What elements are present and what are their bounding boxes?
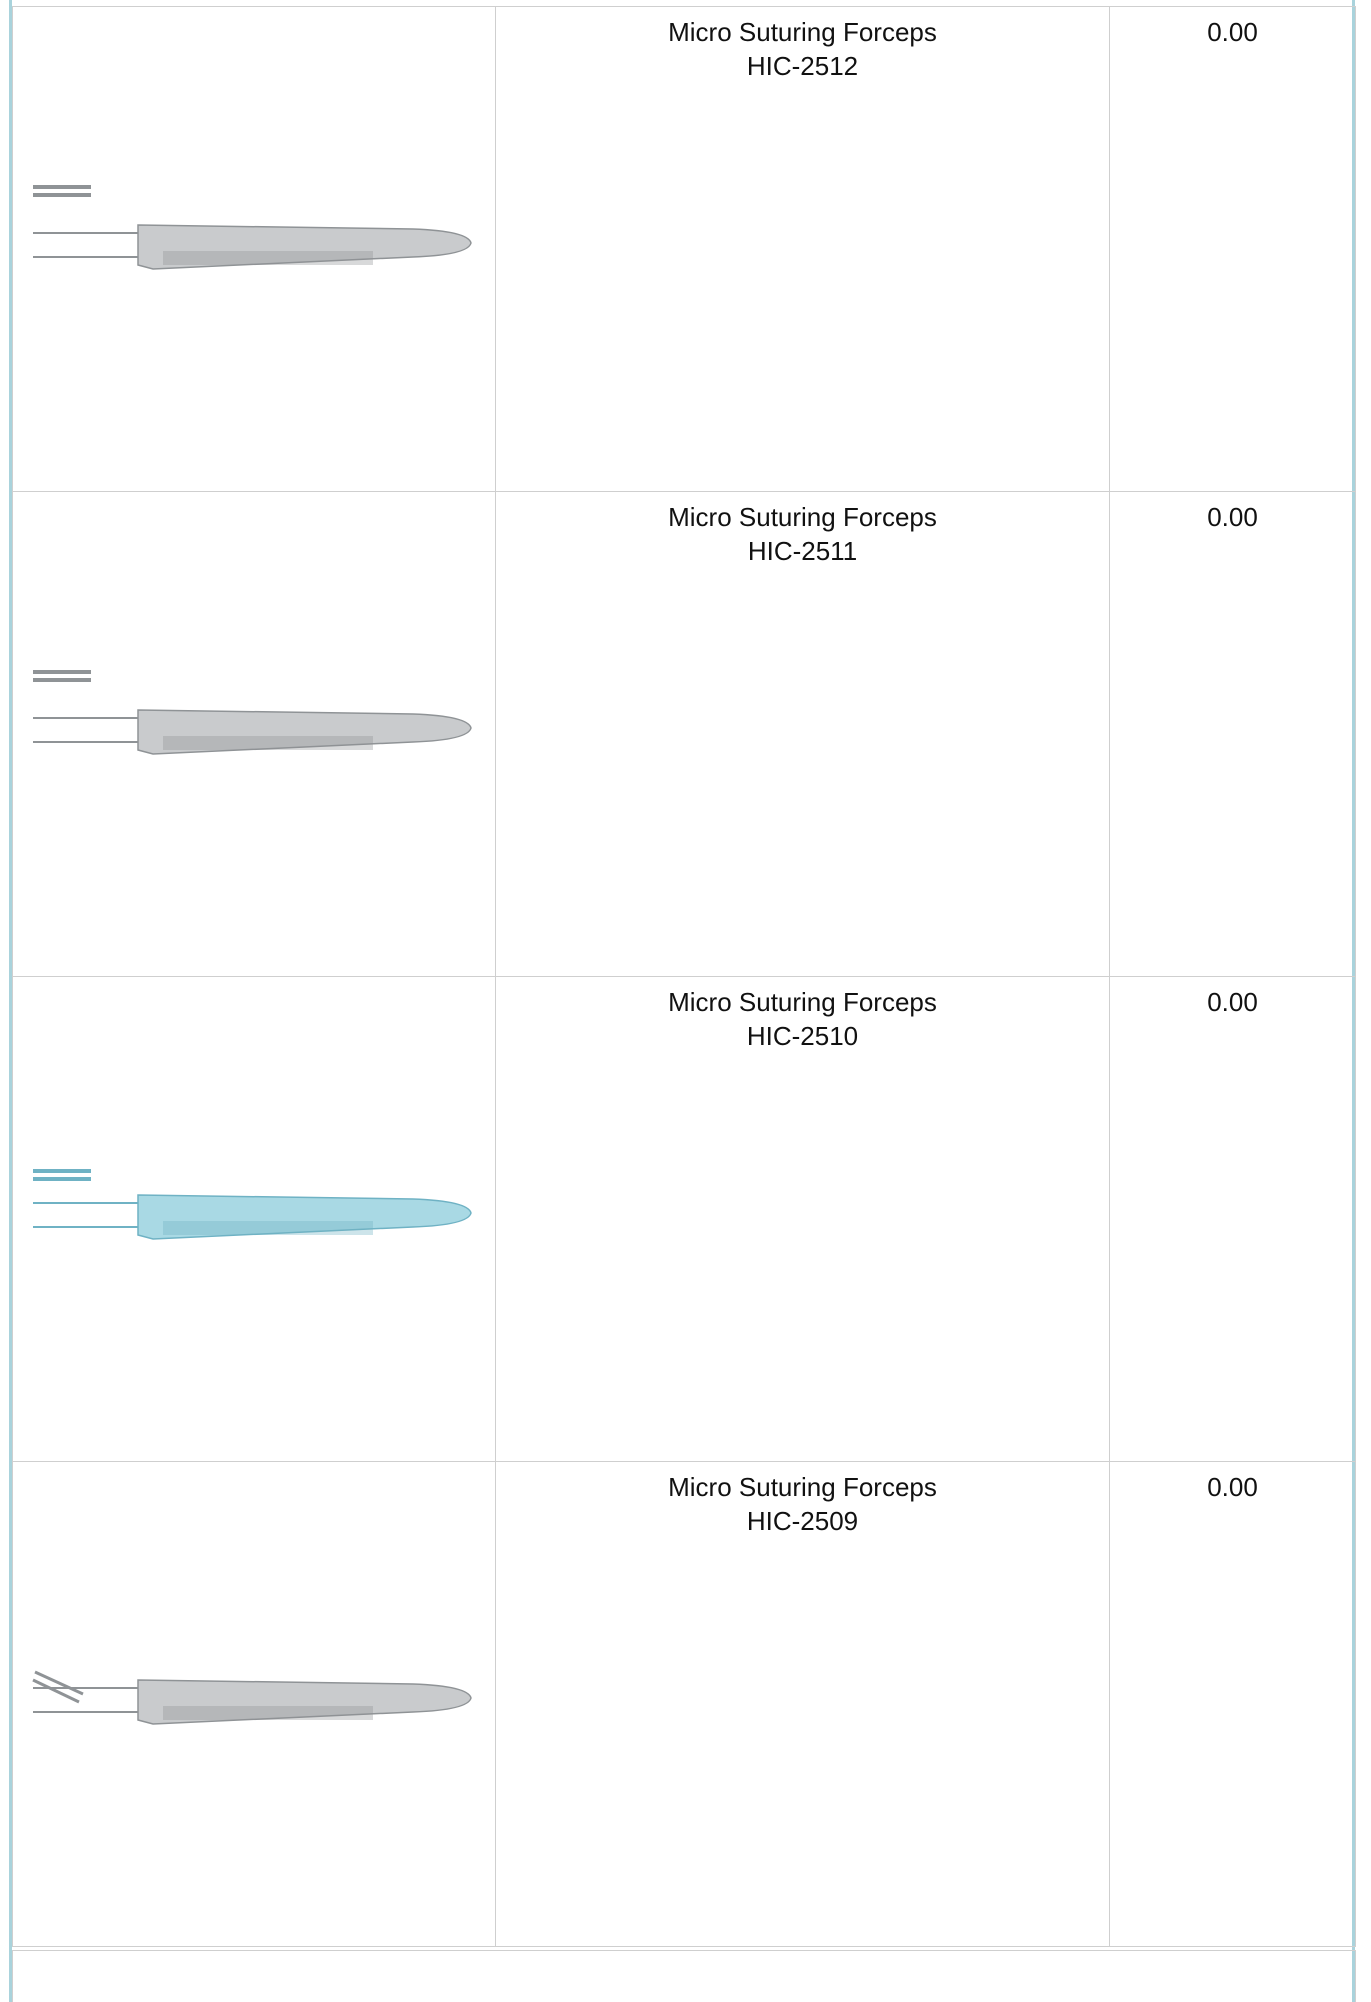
product-price: 0.00	[1207, 502, 1258, 532]
product-text: Micro Suturing Forceps HIC-2511	[496, 492, 1109, 568]
product-code: HIC-2511	[747, 536, 858, 566]
image-cell	[12, 976, 496, 1462]
price-cell: 0.00	[1109, 976, 1356, 1462]
table-row: Micro Suturing Forceps HIC-2512 0.00	[12, 6, 1356, 492]
product-name: Micro Suturing Forceps	[668, 17, 937, 47]
product-name: Micro Suturing Forceps	[668, 1472, 937, 1502]
product-price: 0.00	[1207, 17, 1258, 47]
image-cell	[12, 1461, 496, 1947]
product-price: 0.00	[1207, 1472, 1258, 1502]
frame	[9, 0, 1355, 2002]
table-row: Micro Suturing Forceps HIC-2510 0.00	[12, 976, 1356, 1462]
name-cell: Micro Suturing Forceps HIC-2511	[495, 491, 1110, 977]
price-cell: 0.00	[1109, 1461, 1356, 1947]
empty-row	[12, 1950, 1356, 2002]
table-row: Micro Suturing Forceps HIC-2509 0.00	[12, 1461, 1356, 1947]
table-row: Micro Suturing Forceps HIC-2511 0.00	[12, 491, 1356, 977]
product-code: HIC-2512	[746, 51, 859, 81]
product-name: Micro Suturing Forceps	[668, 987, 937, 1017]
product-price: 0.00	[1207, 987, 1258, 1017]
product-image	[32, 1670, 472, 1725]
image-cell	[12, 6, 496, 492]
name-cell: Micro Suturing Forceps HIC-2510	[495, 976, 1110, 1462]
product-text: Micro Suturing Forceps HIC-2512	[496, 7, 1109, 83]
price-cell: 0.00	[1109, 6, 1356, 492]
price-cell: 0.00	[1109, 491, 1356, 977]
product-image	[33, 670, 472, 755]
product-text: Micro Suturing Forceps HIC-2509	[496, 1462, 1109, 1538]
product-image	[33, 185, 472, 270]
image-cell	[12, 491, 496, 977]
name-cell: Micro Suturing Forceps HIC-2509	[495, 1461, 1110, 1947]
product-code: HIC-2510	[746, 1021, 859, 1051]
name-cell: Micro Suturing Forceps HIC-2512	[495, 6, 1110, 492]
product-text: Micro Suturing Forceps HIC-2510	[496, 977, 1109, 1053]
product-code: HIC-2509	[746, 1506, 859, 1536]
product-image	[33, 1169, 472, 1240]
product-name: Micro Suturing Forceps	[668, 502, 937, 532]
